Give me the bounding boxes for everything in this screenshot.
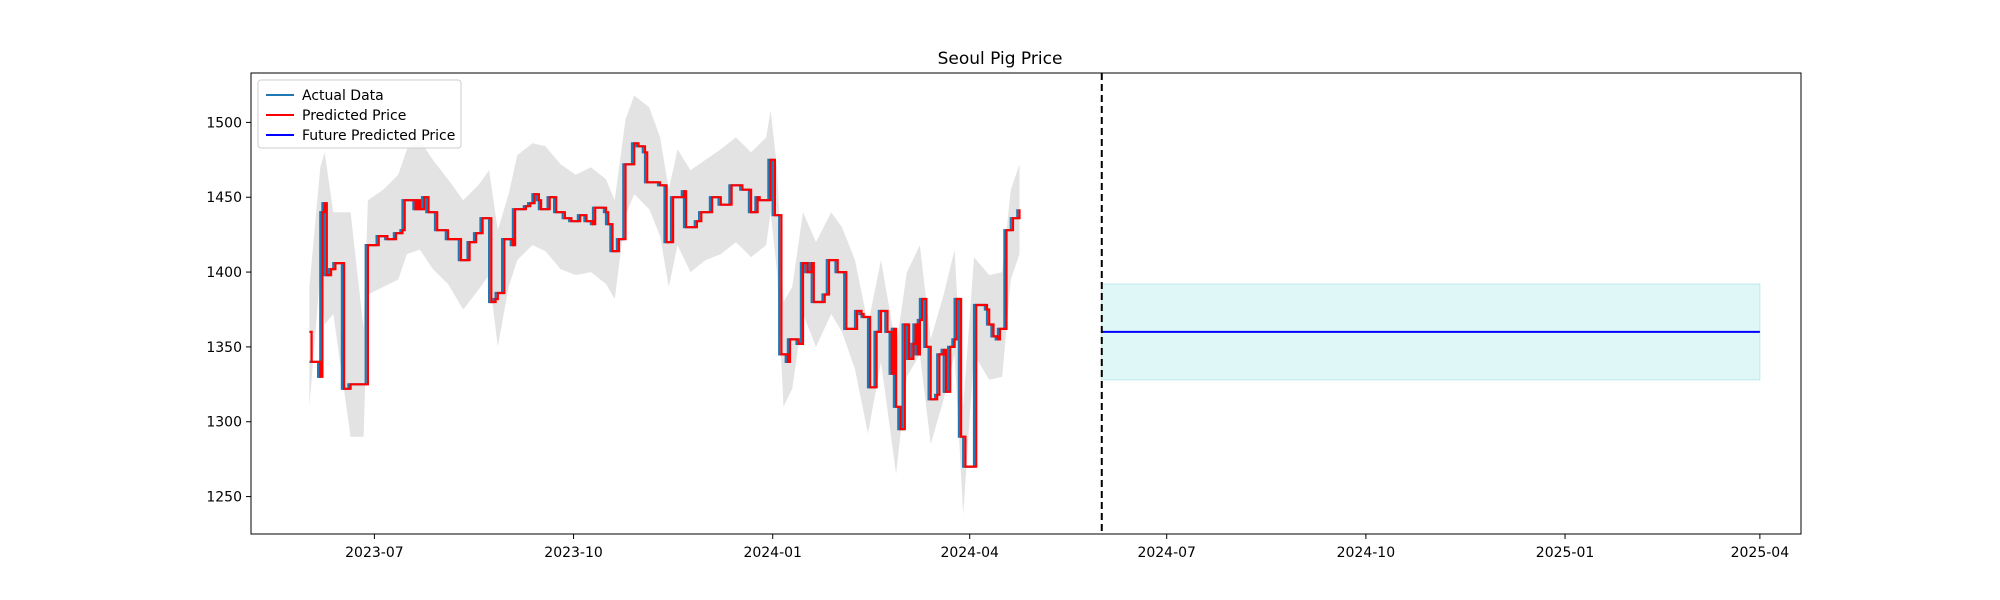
x-tick-label: 2024-10 bbox=[1337, 545, 1396, 561]
x-tick-label: 2024-07 bbox=[1137, 545, 1196, 561]
y-tick-label: 1350 bbox=[206, 340, 242, 356]
history-confidence-band bbox=[309, 95, 1020, 515]
x-tick-label: 2023-10 bbox=[544, 545, 603, 561]
history-band-area bbox=[309, 95, 1020, 515]
x-tick-label: 2023-07 bbox=[345, 545, 404, 561]
legend-label: Actual Data bbox=[302, 88, 384, 104]
series-layer bbox=[309, 142, 1760, 468]
y-tick-label: 1250 bbox=[206, 490, 242, 506]
x-tick-label: 2025-01 bbox=[1536, 545, 1595, 561]
legend: Actual Data Predicted Price Future Predict… bbox=[257, 79, 462, 149]
plot-frame bbox=[250, 72, 1802, 535]
x-tick-label: 2024-04 bbox=[940, 545, 999, 561]
chart-title: Seoul Pig Price bbox=[938, 49, 1063, 69]
x-tick-label: 2025-04 bbox=[1731, 545, 1790, 561]
x-tick-label: 2024-01 bbox=[743, 545, 802, 561]
legend-label: Future Predicted Price bbox=[302, 128, 455, 144]
y-tick-label: 1300 bbox=[206, 415, 242, 431]
y-axis: 1250 1300 1350 1400 1450 1500 bbox=[206, 115, 251, 506]
series-predicted-price-line bbox=[309, 142, 1021, 468]
y-tick-label: 1500 bbox=[206, 115, 242, 131]
legend-label: Predicted Price bbox=[302, 108, 406, 124]
x-axis: 2023-07 2023-10 2024-01 2024-04 2024-07 2024-… bbox=[345, 534, 1789, 561]
y-tick-label: 1400 bbox=[206, 265, 242, 281]
y-tick-label: 1450 bbox=[206, 190, 242, 206]
legend-box bbox=[257, 79, 462, 149]
